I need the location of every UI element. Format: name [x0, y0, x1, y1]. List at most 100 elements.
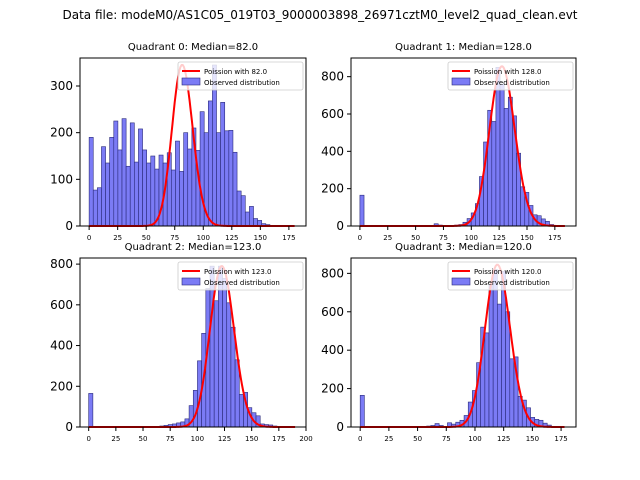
x-tick-label: 150 — [526, 435, 539, 443]
histogram-bar — [121, 118, 127, 227]
x-tick-label: 100 — [465, 234, 478, 242]
y-tick-label: 0 — [65, 420, 73, 434]
legend-bar-swatch — [181, 77, 201, 86]
histogram-bar — [359, 194, 365, 227]
y-tick-label: 800 — [321, 266, 344, 280]
legend-box — [177, 261, 304, 291]
histogram-bar — [138, 128, 143, 227]
histogram-bar — [507, 96, 513, 227]
legend-label-poisson: Poission with 128.0 — [474, 68, 542, 76]
histogram-bar — [253, 218, 258, 227]
x-tick-label: 50 — [411, 234, 420, 242]
x-tick-label: 125 — [225, 234, 238, 242]
x-tick-label: 175 — [282, 234, 295, 242]
histogram-bar — [220, 102, 226, 227]
x-tick-label: 200 — [299, 435, 312, 443]
subplot-title: Quadrant 3: Median=120.0 — [395, 242, 532, 253]
y-tick-label: 200 — [50, 126, 73, 140]
x-tick-label: 75 — [442, 435, 451, 443]
histogram-bar — [113, 120, 119, 227]
histogram-bar — [213, 300, 219, 428]
x-tick-label: 0 — [358, 435, 362, 443]
x-tick-label: 175 — [272, 435, 285, 443]
histogram-bar — [238, 394, 244, 428]
y-tick-label: 200 — [50, 379, 73, 393]
x-tick-label: 125 — [218, 435, 231, 443]
histogram-bar — [179, 171, 184, 227]
x-tick-label: 25 — [383, 234, 392, 242]
y-tick-label: 600 — [321, 107, 344, 121]
y-tick-label: 0 — [336, 219, 344, 233]
histogram-bar — [183, 132, 189, 227]
histogram-bar — [101, 146, 106, 227]
x-tick-label: 100 — [468, 435, 481, 443]
x-tick-label: 175 — [554, 435, 567, 443]
histogram-bar — [109, 137, 115, 227]
histogram-bar — [232, 151, 238, 227]
histogram-bar — [488, 284, 494, 428]
y-tick-label: 400 — [321, 343, 344, 357]
legend-label-poisson: Poission with 120.0 — [474, 268, 542, 276]
x-tick-label: 150 — [245, 435, 258, 443]
y-tick-label: 0 — [65, 219, 73, 233]
histogram-bar — [240, 195, 246, 227]
histogram-bar — [484, 332, 490, 428]
x-tick-label: 50 — [139, 435, 148, 443]
histogram-bar — [492, 269, 498, 428]
y-tick-label: 800 — [50, 257, 73, 271]
x-tick-label: 25 — [384, 435, 393, 443]
histogram-bar — [503, 108, 509, 227]
legend-label-observed: Observed distribution — [204, 279, 280, 287]
legend-box — [447, 61, 574, 91]
x-tick-label: 150 — [254, 234, 267, 242]
histogram-bar — [499, 83, 505, 227]
histogram-bar — [125, 165, 131, 227]
x-tick-label: 100 — [197, 234, 210, 242]
y-tick-label: 0 — [336, 420, 344, 434]
histogram-bar — [222, 278, 228, 428]
y-tick-label: 800 — [321, 70, 344, 84]
histogram-bar — [230, 326, 236, 428]
x-tick-label: 75 — [439, 234, 448, 242]
histogram-bar — [236, 190, 242, 227]
subplot-title: Quadrant 1: Median=128.0 — [395, 42, 532, 53]
subplot-quadrant-1: Quadrant 1: Median=128.0 0 200 400 600 800 0 25… — [321, 42, 577, 242]
figure-suptitle: Data file: modeM0/AS1C05_019T03_90000038… — [62, 8, 578, 22]
subplot-quadrant-3: Quadrant 3: Median=120.0 0 200 400 600 800 0 25… — [321, 242, 577, 443]
axes-frame — [350, 257, 577, 428]
histogram-bar — [199, 111, 205, 227]
histogram-bar — [497, 303, 502, 428]
y-tick-label: 300 — [50, 79, 73, 93]
x-tick-label: 0 — [87, 234, 91, 242]
legend-label-poisson: Poission with 123.0 — [204, 268, 272, 276]
x-tick-label: 125 — [492, 234, 505, 242]
histogram-bar — [359, 395, 365, 428]
x-tick-label: 75 — [166, 435, 175, 443]
subplot-quadrant-2: Quadrant 2: Median=123.0 0 200 400 600 800 0 25… — [50, 242, 313, 443]
x-tick-label: 150 — [520, 234, 533, 242]
histogram-bar — [491, 121, 497, 227]
legend-bar-swatch — [181, 277, 201, 286]
x-tick-label: 100 — [191, 435, 204, 443]
x-tick-label: 25 — [111, 435, 120, 443]
x-tick-label: 75 — [170, 234, 179, 242]
histogram-bar — [224, 130, 230, 227]
histogram-bar — [228, 130, 234, 227]
legend-bar-swatch — [451, 77, 471, 86]
x-tick-label: 0 — [358, 234, 362, 242]
histogram-bar — [226, 302, 232, 428]
x-tick-label: 50 — [413, 435, 422, 443]
histogram-bar — [105, 162, 110, 227]
histogram-bar — [146, 162, 152, 227]
legend-label-poisson: Poission with 82.0 — [204, 68, 267, 76]
x-tick-label: 175 — [548, 234, 561, 242]
axes-frame — [79, 257, 307, 428]
histogram-bar — [175, 140, 180, 227]
legend-box — [447, 261, 574, 291]
x-tick-label: 0 — [86, 435, 90, 443]
histogram-bar — [244, 211, 250, 227]
legend-box — [177, 61, 304, 91]
histogram-bar — [97, 187, 102, 227]
legend-label-observed: Observed distribution — [474, 279, 550, 287]
